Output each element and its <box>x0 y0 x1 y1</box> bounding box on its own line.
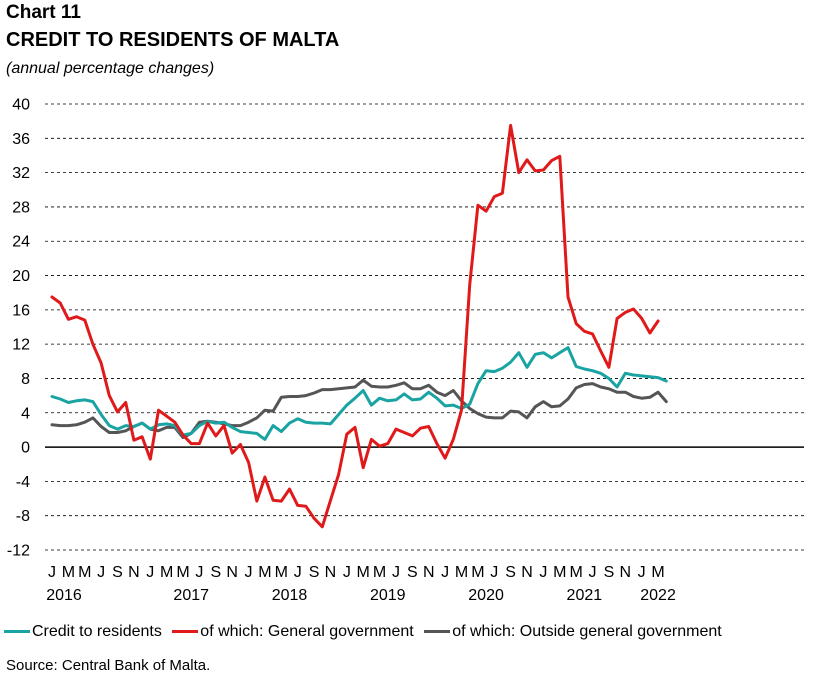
x-month-label: S <box>604 564 615 581</box>
y-tick-label: 12 <box>12 337 30 354</box>
x-month-label: S <box>309 564 320 581</box>
x-month-label: J <box>638 564 646 581</box>
y-tick-label: 20 <box>12 268 30 285</box>
legend-label-general-government: of which: General government <box>200 622 414 640</box>
y-tick-label: 8 <box>21 371 30 388</box>
legend-label-credit: Credit to residents <box>32 622 162 640</box>
y-tick-label: 40 <box>12 97 30 114</box>
legend-item-outside-government: of which: Outside general government <box>424 622 722 641</box>
x-month-label: N <box>521 564 533 581</box>
x-month-label: M <box>78 564 91 581</box>
y-tick-label: 0 <box>21 440 30 457</box>
source-note: Source: Central Bank of Malta. <box>6 657 211 674</box>
x-month-label: M <box>455 564 468 581</box>
x-month-label: M <box>258 564 271 581</box>
y-tick-label: -12 <box>7 543 30 560</box>
x-month-label: J <box>490 564 498 581</box>
x-year-label: 2017 <box>173 587 209 604</box>
y-tick-label: -8 <box>16 508 30 525</box>
x-month-label: J <box>48 564 56 581</box>
x-month-label: J <box>539 564 547 581</box>
x-month-label: M <box>373 564 386 581</box>
legend-swatch-outside-government <box>424 630 451 633</box>
x-month-label: N <box>620 564 632 581</box>
x-month-label: M <box>62 564 75 581</box>
x-month-label: S <box>112 564 123 581</box>
x-year-label: 2021 <box>567 587 603 604</box>
x-month-label: N <box>325 564 337 581</box>
x-year-label: 2019 <box>370 587 406 604</box>
x-month-label: N <box>226 564 238 581</box>
x-month-label: M <box>569 564 582 581</box>
x-month-label: M <box>471 564 484 581</box>
y-tick-label: 24 <box>12 234 30 251</box>
x-month-label: M <box>357 564 370 581</box>
x-month-label: M <box>160 564 173 581</box>
y-tick-label: 16 <box>12 302 30 319</box>
series-line-general-government <box>50 123 660 529</box>
x-month-label: S <box>505 564 516 581</box>
x-month-label: J <box>146 564 154 581</box>
x-year-label: 2016 <box>46 587 82 604</box>
legend-label-outside-government: of which: Outside general government <box>452 622 722 640</box>
legend-swatch-general-government <box>172 630 199 633</box>
x-month-label: M <box>651 564 664 581</box>
x-month-label: N <box>423 564 435 581</box>
x-month-label: M <box>176 564 189 581</box>
y-tick-label: 32 <box>12 165 30 182</box>
x-month-label: J <box>343 564 351 581</box>
chart-number: Chart 11 <box>6 2 81 23</box>
x-month-label: J <box>392 564 400 581</box>
x-year-label: 2020 <box>468 587 504 604</box>
series-line-credit <box>50 346 668 441</box>
x-month-label: N <box>128 564 140 581</box>
x-month-label: J <box>441 564 449 581</box>
x-month-label: J <box>97 564 105 581</box>
x-month-label: S <box>210 564 221 581</box>
series-line-outside-government <box>50 378 668 440</box>
x-month-label: M <box>275 564 288 581</box>
y-tick-label: -4 <box>16 474 30 491</box>
legend-item-credit: Credit to residents <box>4 623 162 641</box>
y-tick-label: 4 <box>21 405 30 422</box>
x-month-label: J <box>245 564 253 581</box>
legend-swatch-credit <box>4 630 30 633</box>
x-month-label: J <box>195 564 203 581</box>
y-tick-label: 28 <box>12 199 30 216</box>
x-month-label: S <box>407 564 418 581</box>
y-tick-label: 36 <box>12 131 30 148</box>
x-year-label: 2018 <box>272 587 308 604</box>
x-month-label: J <box>589 564 597 581</box>
chart-legend: Credit to residents of which: General go… <box>4 620 728 641</box>
legend-item-general-government: of which: General government <box>172 622 414 641</box>
chart-title: CREDIT TO RESIDENTS OF MALTA <box>6 29 340 51</box>
x-month-label: J <box>294 564 302 581</box>
x-month-label: M <box>553 564 566 581</box>
x-year-label: 2022 <box>640 587 676 604</box>
chart-subtitle: (annual percentage changes) <box>6 60 215 77</box>
